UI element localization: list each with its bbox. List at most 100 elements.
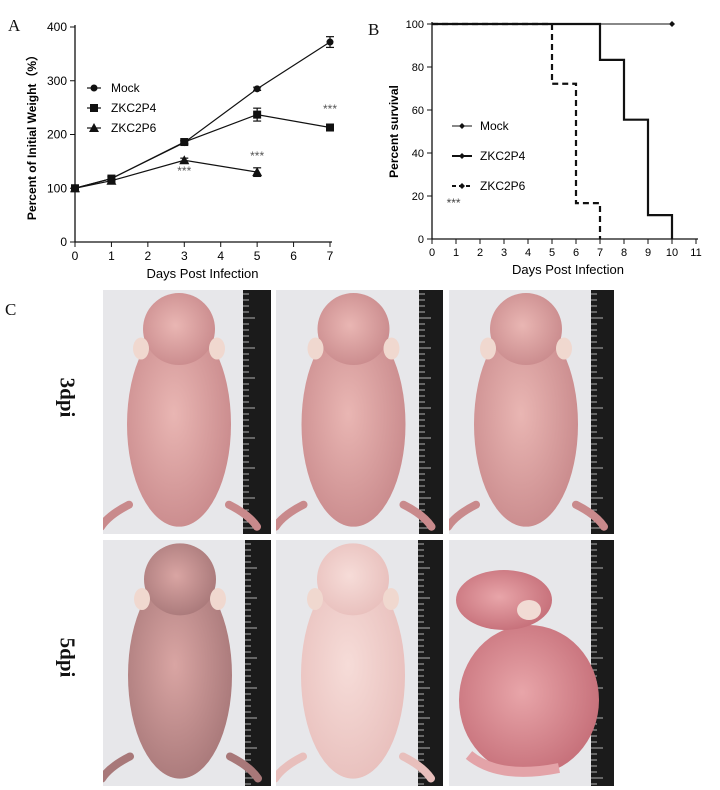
y-tick-label: 100 [406,19,424,31]
y-tick-label: 40 [412,148,424,160]
weight-chart: 0 100 200 300 400 0 1 2 3 4 5 6 7 Days Post Infection… [24,20,337,281]
x-tick-label: 3 [501,247,507,259]
panel-label-c: C [5,300,17,319]
x-axis-title: Days Post Infection [512,262,624,277]
legend-marker-zkc2p4 [90,104,98,112]
data-point-zkc2p4 [253,110,262,119]
x-tick-label: 7 [597,247,603,259]
y-tick-label: 0 [60,235,67,249]
mouse-limb [572,500,608,531]
mouse-ear [383,337,400,360]
mouse-ear [383,588,399,611]
y-tick-label: 80 [412,62,424,74]
row-label-3dpi: 3dpi [55,377,80,418]
mouse-limb [225,500,261,531]
data-point-zkc2p6 [179,155,190,165]
survival-endpoint-mock [669,21,675,27]
mouse-ear [480,337,496,360]
x-tick-label: 2 [145,249,152,263]
series-line-zkc2p6 [74,159,258,189]
mouse-photo-image [276,290,443,534]
mouse-ear [210,588,226,611]
mouse-body [459,625,599,775]
survival-chart: 0 20 40 60 80 100 0 1 2 3 4 5 6 7 8 9 10 11 Days Post Infe… [387,19,702,277]
legend-label-zkc2p6: ZKC2P6 [480,179,526,193]
mouse-photo-image [276,540,443,786]
data-point-zkc2p6 [70,183,80,193]
mouse-body [128,571,232,779]
mouse-ear [307,337,324,360]
mouse-head [317,543,389,616]
x-tick-label: 1 [453,247,459,259]
x-tick-label: 11 [690,247,701,259]
mouse-limb [449,500,480,531]
legend-label-zkc2p6: ZKC2P6 [111,121,157,135]
mouse-limb [399,500,436,531]
mouse-ear [133,337,149,360]
x-tick-label: 9 [645,247,651,259]
mouse-head [143,293,215,366]
x-tick-label: 8 [621,247,627,259]
y-tick-label: 60 [412,105,424,117]
mouse-photo-image [103,290,271,534]
data-point-mock [253,85,261,93]
data-point-zkc2p4 [326,123,334,132]
mouse-ear [209,337,225,360]
survival-curve-zkc2p6 [432,22,602,239]
y-tick-label: 400 [47,20,67,34]
ruler [419,290,443,534]
mouse-ear [134,588,150,611]
mouse-photo-3 [449,290,614,534]
x-tick-label: 5 [549,247,555,259]
mouse-body [127,321,231,527]
legend-marker-zkc2p4 [459,153,465,159]
mouse-photo-2 [276,290,443,534]
x-tick-label: 4 [525,247,531,259]
panel-label-a: A [8,16,21,35]
mouse-photo-5 [276,540,443,786]
mouse-body [474,321,578,527]
series-line-mock [74,41,331,189]
x-tick-label: 3 [181,249,188,263]
legend-marker-mock [90,84,98,92]
x-tick-label: 0 [429,247,435,259]
mouse-photo-6 [449,540,614,786]
legend-label-mock: Mock [480,119,510,133]
mouse-head [144,543,216,616]
x-tick-label: 1 [108,249,115,263]
ruler [591,540,614,786]
y-axis-title: Percent survival [387,85,401,178]
y-tick-label: 20 [412,191,424,203]
mouse-photo-1 [103,290,271,534]
mouse-body [301,321,406,527]
mouse-limb [226,752,262,783]
x-tick-label: 7 [327,249,334,263]
mouse-photo-image [449,290,614,534]
mouse-limb [103,752,134,783]
mouse-limb [276,500,308,531]
significance-annotation: *** [323,102,337,116]
legend-label-zkc2p4: ZKC2P4 [111,101,157,115]
data-point-mock [326,38,334,46]
ruler [245,540,271,786]
legend-marker-zkc2p6 [459,183,465,189]
y-tick-label: 300 [47,74,67,88]
x-axis-title: Days Post Infection [147,266,259,281]
mouse-limb [103,500,133,531]
y-tick-label: 0 [418,234,424,246]
survival-curve-zkc2p4 [432,22,674,239]
x-tick-label: 2 [477,247,483,259]
data-point-zkc2p4 [180,138,189,147]
x-tick-label: 5 [254,249,261,263]
mouse-ear [517,600,541,620]
ruler [418,540,443,786]
legend-label-mock: Mock [111,81,141,95]
x-tick-label: 4 [217,249,224,263]
x-tick-label: 0 [72,249,79,263]
legend-marker-mock [459,123,465,129]
mouse-limb [399,752,435,783]
mouse-photo-4 [103,540,271,786]
x-tick-label: 10 [666,247,678,259]
data-point-zkc2p6 [106,175,117,185]
significance-annotation: *** [447,196,461,210]
